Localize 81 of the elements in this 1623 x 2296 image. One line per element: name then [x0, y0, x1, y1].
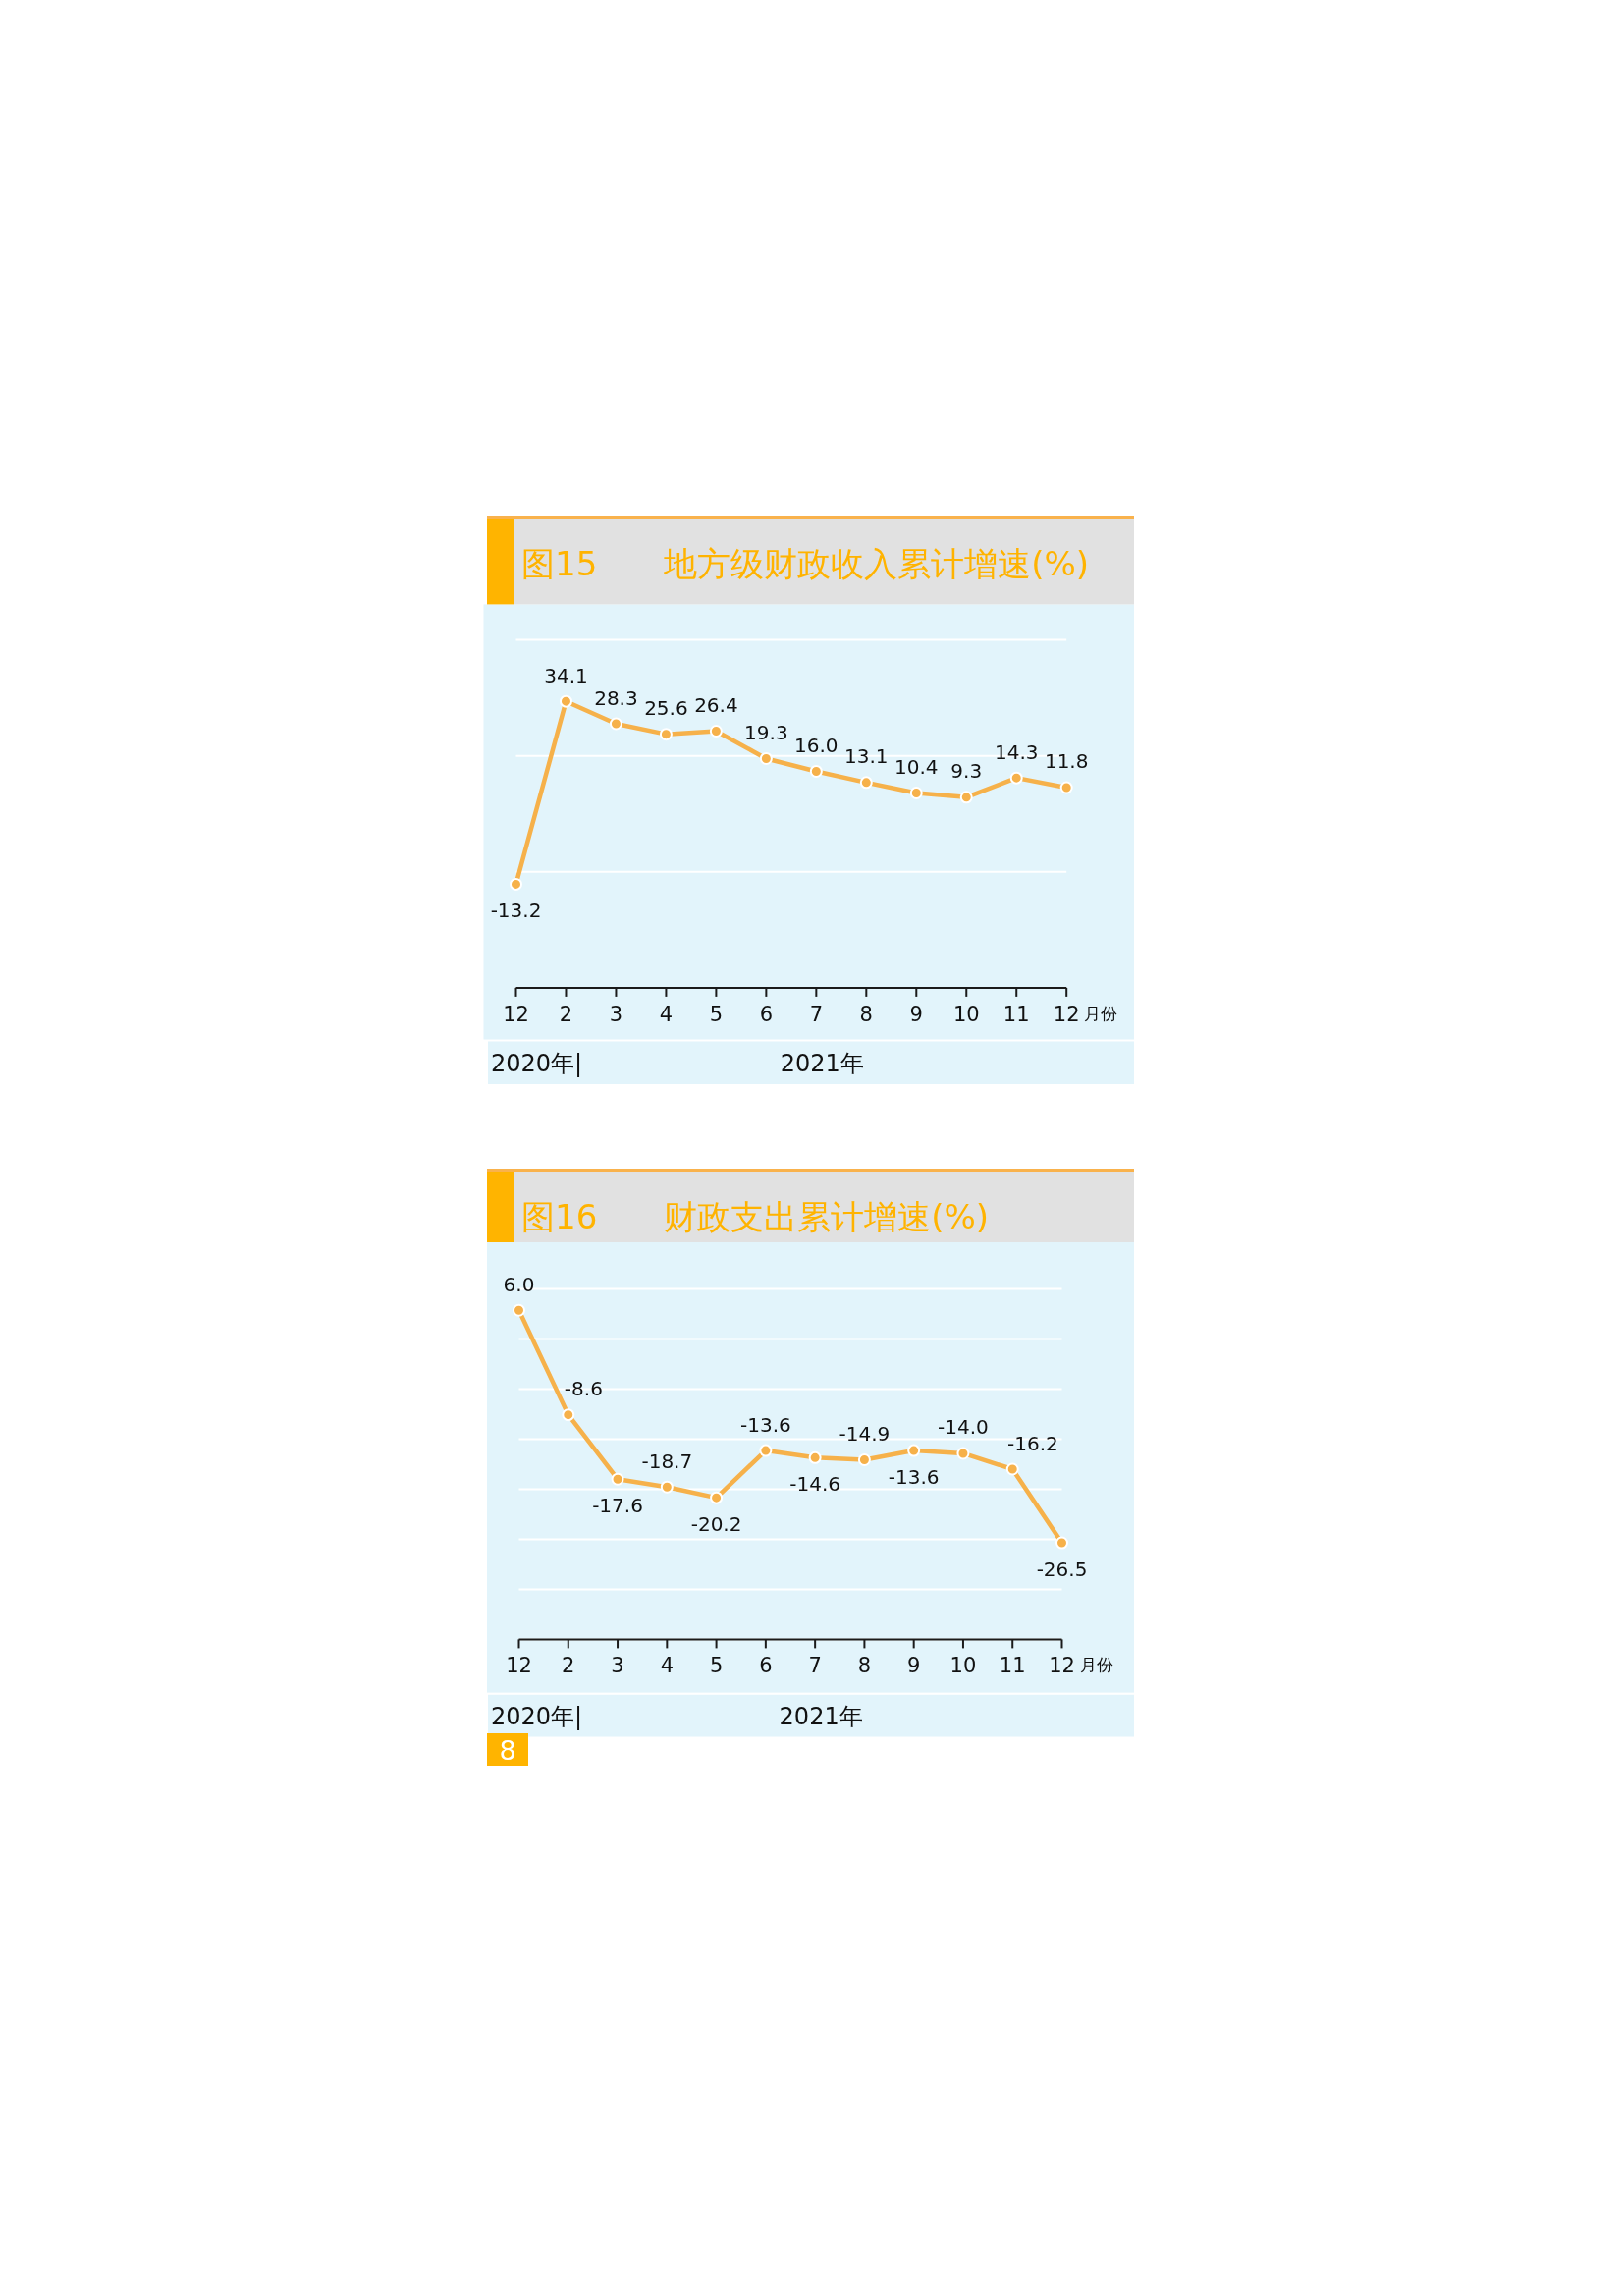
point	[959, 791, 973, 804]
data-label: -13.2	[490, 898, 542, 922]
data-label: 9.3	[950, 759, 983, 784]
point	[907, 1444, 921, 1457]
data-label: 25.6	[644, 696, 688, 721]
point	[1009, 771, 1023, 785]
x-tick-label: 8	[857, 1654, 872, 1678]
x-tick-label: 9	[906, 1654, 921, 1678]
data-label: 10.4	[894, 754, 939, 779]
data-label: 28.3	[594, 685, 638, 710]
x-tick-label: 8	[859, 1002, 873, 1026]
data-label: -13.6	[739, 1412, 791, 1437]
x-tick-label: 9	[909, 1002, 923, 1026]
point	[510, 877, 522, 891]
text: 8	[499, 1735, 516, 1766]
data-label: 6.0	[503, 1272, 535, 1296]
point	[660, 1480, 674, 1494]
data-label: 14.3	[994, 739, 1039, 764]
x-tick-label: 2	[562, 1654, 575, 1678]
point	[1055, 1536, 1068, 1550]
point	[659, 728, 673, 741]
x-tick-label: 10	[949, 1654, 977, 1678]
x-tick-label: 6	[759, 1002, 774, 1026]
text: 2021年	[780, 1050, 864, 1077]
point	[709, 725, 723, 738]
x-tick-label: 12	[506, 1654, 532, 1678]
data-label: 11.8	[1044, 749, 1089, 774]
chart-title: 图16 财政支出累计增速(%)	[521, 1197, 990, 1237]
data-label: 26.4	[694, 693, 738, 718]
data-label: -14.9	[839, 1422, 891, 1447]
data-label: -26.5	[1036, 1557, 1088, 1581]
x-tick-label: 3	[611, 1654, 624, 1678]
x-tick-label: 3	[609, 1002, 623, 1026]
point	[611, 1472, 624, 1486]
point	[1059, 781, 1073, 794]
x-tick-label: 7	[808, 1654, 822, 1678]
x-axis-title: 月份	[1084, 1003, 1118, 1023]
point	[809, 764, 823, 778]
x-tick-label: 12	[503, 1002, 529, 1026]
x-tick-label: 7	[809, 1002, 824, 1026]
point	[710, 1491, 724, 1504]
point	[609, 717, 622, 731]
point	[857, 1453, 871, 1467]
data-label: -18.7	[641, 1449, 693, 1473]
data-label: -16.2	[1007, 1431, 1058, 1455]
data-label: 34.1	[544, 663, 588, 687]
x-tick-label: 5	[709, 1002, 724, 1026]
x-axis-title: 月份	[1079, 1655, 1113, 1675]
point	[759, 1444, 773, 1457]
chart-title: 图15 地方级财政收入累计增速(%)	[521, 544, 1090, 584]
x-tick-label: 10	[952, 1002, 980, 1026]
text: 2020年|	[491, 1050, 583, 1077]
text: 2021年	[779, 1702, 863, 1730]
data-label: -14.6	[789, 1471, 841, 1496]
data-label: -17.6	[592, 1493, 643, 1517]
x-tick-label: 4	[659, 1002, 674, 1026]
x-tick-label: 12	[1049, 1654, 1075, 1678]
point	[859, 776, 873, 790]
text: 2020年|	[491, 1702, 583, 1730]
x-tick-label: 11	[999, 1654, 1026, 1678]
x-tick-label: 6	[759, 1654, 773, 1678]
data-label: -13.6	[888, 1464, 940, 1489]
data-label: 16.0	[794, 733, 839, 757]
data-label: 19.3	[744, 720, 788, 744]
x-tick-label: 5	[709, 1654, 724, 1678]
point	[759, 751, 773, 765]
point	[513, 1303, 525, 1317]
x-tick-label: 4	[660, 1654, 675, 1678]
point	[562, 1408, 575, 1422]
data-label: 13.1	[844, 744, 889, 769]
x-tick-label: 12	[1053, 1002, 1080, 1026]
data-label: -8.6	[564, 1377, 603, 1401]
point	[559, 694, 572, 708]
x-tick-label: 11	[1002, 1002, 1030, 1026]
data-label: -20.2	[690, 1511, 742, 1536]
x-tick-label: 2	[559, 1002, 573, 1026]
point	[808, 1450, 822, 1464]
point	[956, 1447, 970, 1460]
point	[909, 786, 923, 799]
data-label: -14.0	[938, 1415, 989, 1440]
point	[1005, 1462, 1019, 1476]
